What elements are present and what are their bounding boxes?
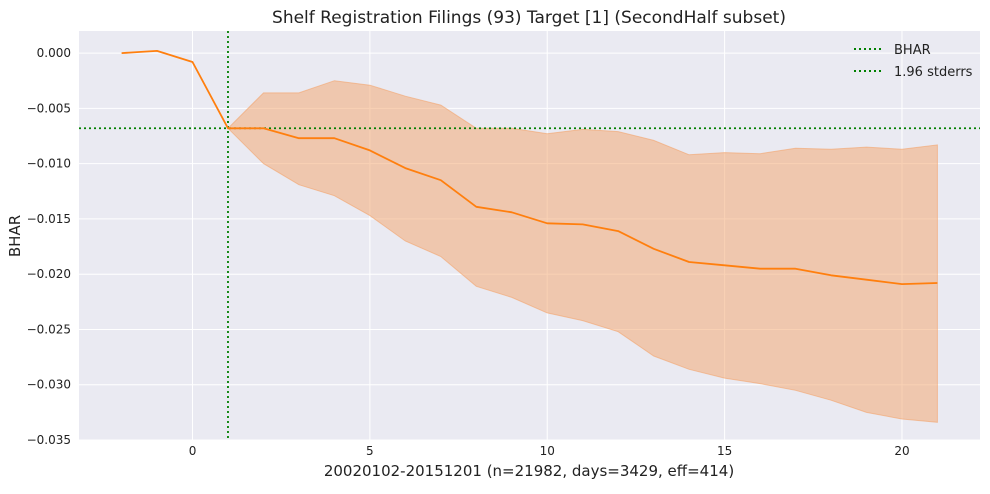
y-tick-label-2: −0.010 [27,157,71,171]
y-tick-label-7: −0.035 [27,433,71,447]
x-tick-label-3: 15 [717,444,732,458]
legend: BHAR 1.96 stderrs [854,43,973,80]
y-tick-label-6: −0.030 [27,378,71,392]
y-tick-label-5: −0.025 [27,322,71,336]
y-tick-label-3: −0.015 [27,212,71,226]
chart-title: Shelf Registration Filings (93) Target [… [272,8,786,28]
y-tick-label-4: −0.020 [27,267,71,281]
x-tick-label-1: 5 [366,444,374,458]
x-tick-label-2: 10 [540,444,555,458]
y-tick-label-1: −0.005 [27,101,71,115]
legend-label-bhar: BHAR [894,43,931,58]
series-layer [121,50,938,286]
y-axis-label: BHAR [6,215,24,257]
x-tick-label-4: 20 [894,444,909,458]
x-tick-label-0: 0 [189,444,197,458]
bhar-series-line [121,50,938,286]
y-tick-label-0: 0.000 [37,46,71,60]
tick-labels: 0 5 10 15 20 0.000 −0.005 −0.010 −0.015 −0.020 −0.… [27,46,910,458]
legend-label-stderrs: 1.96 stderrs [894,65,973,80]
x-axis-label: 20020102-20151201 (n=21982, days=3429, e… [324,462,734,480]
